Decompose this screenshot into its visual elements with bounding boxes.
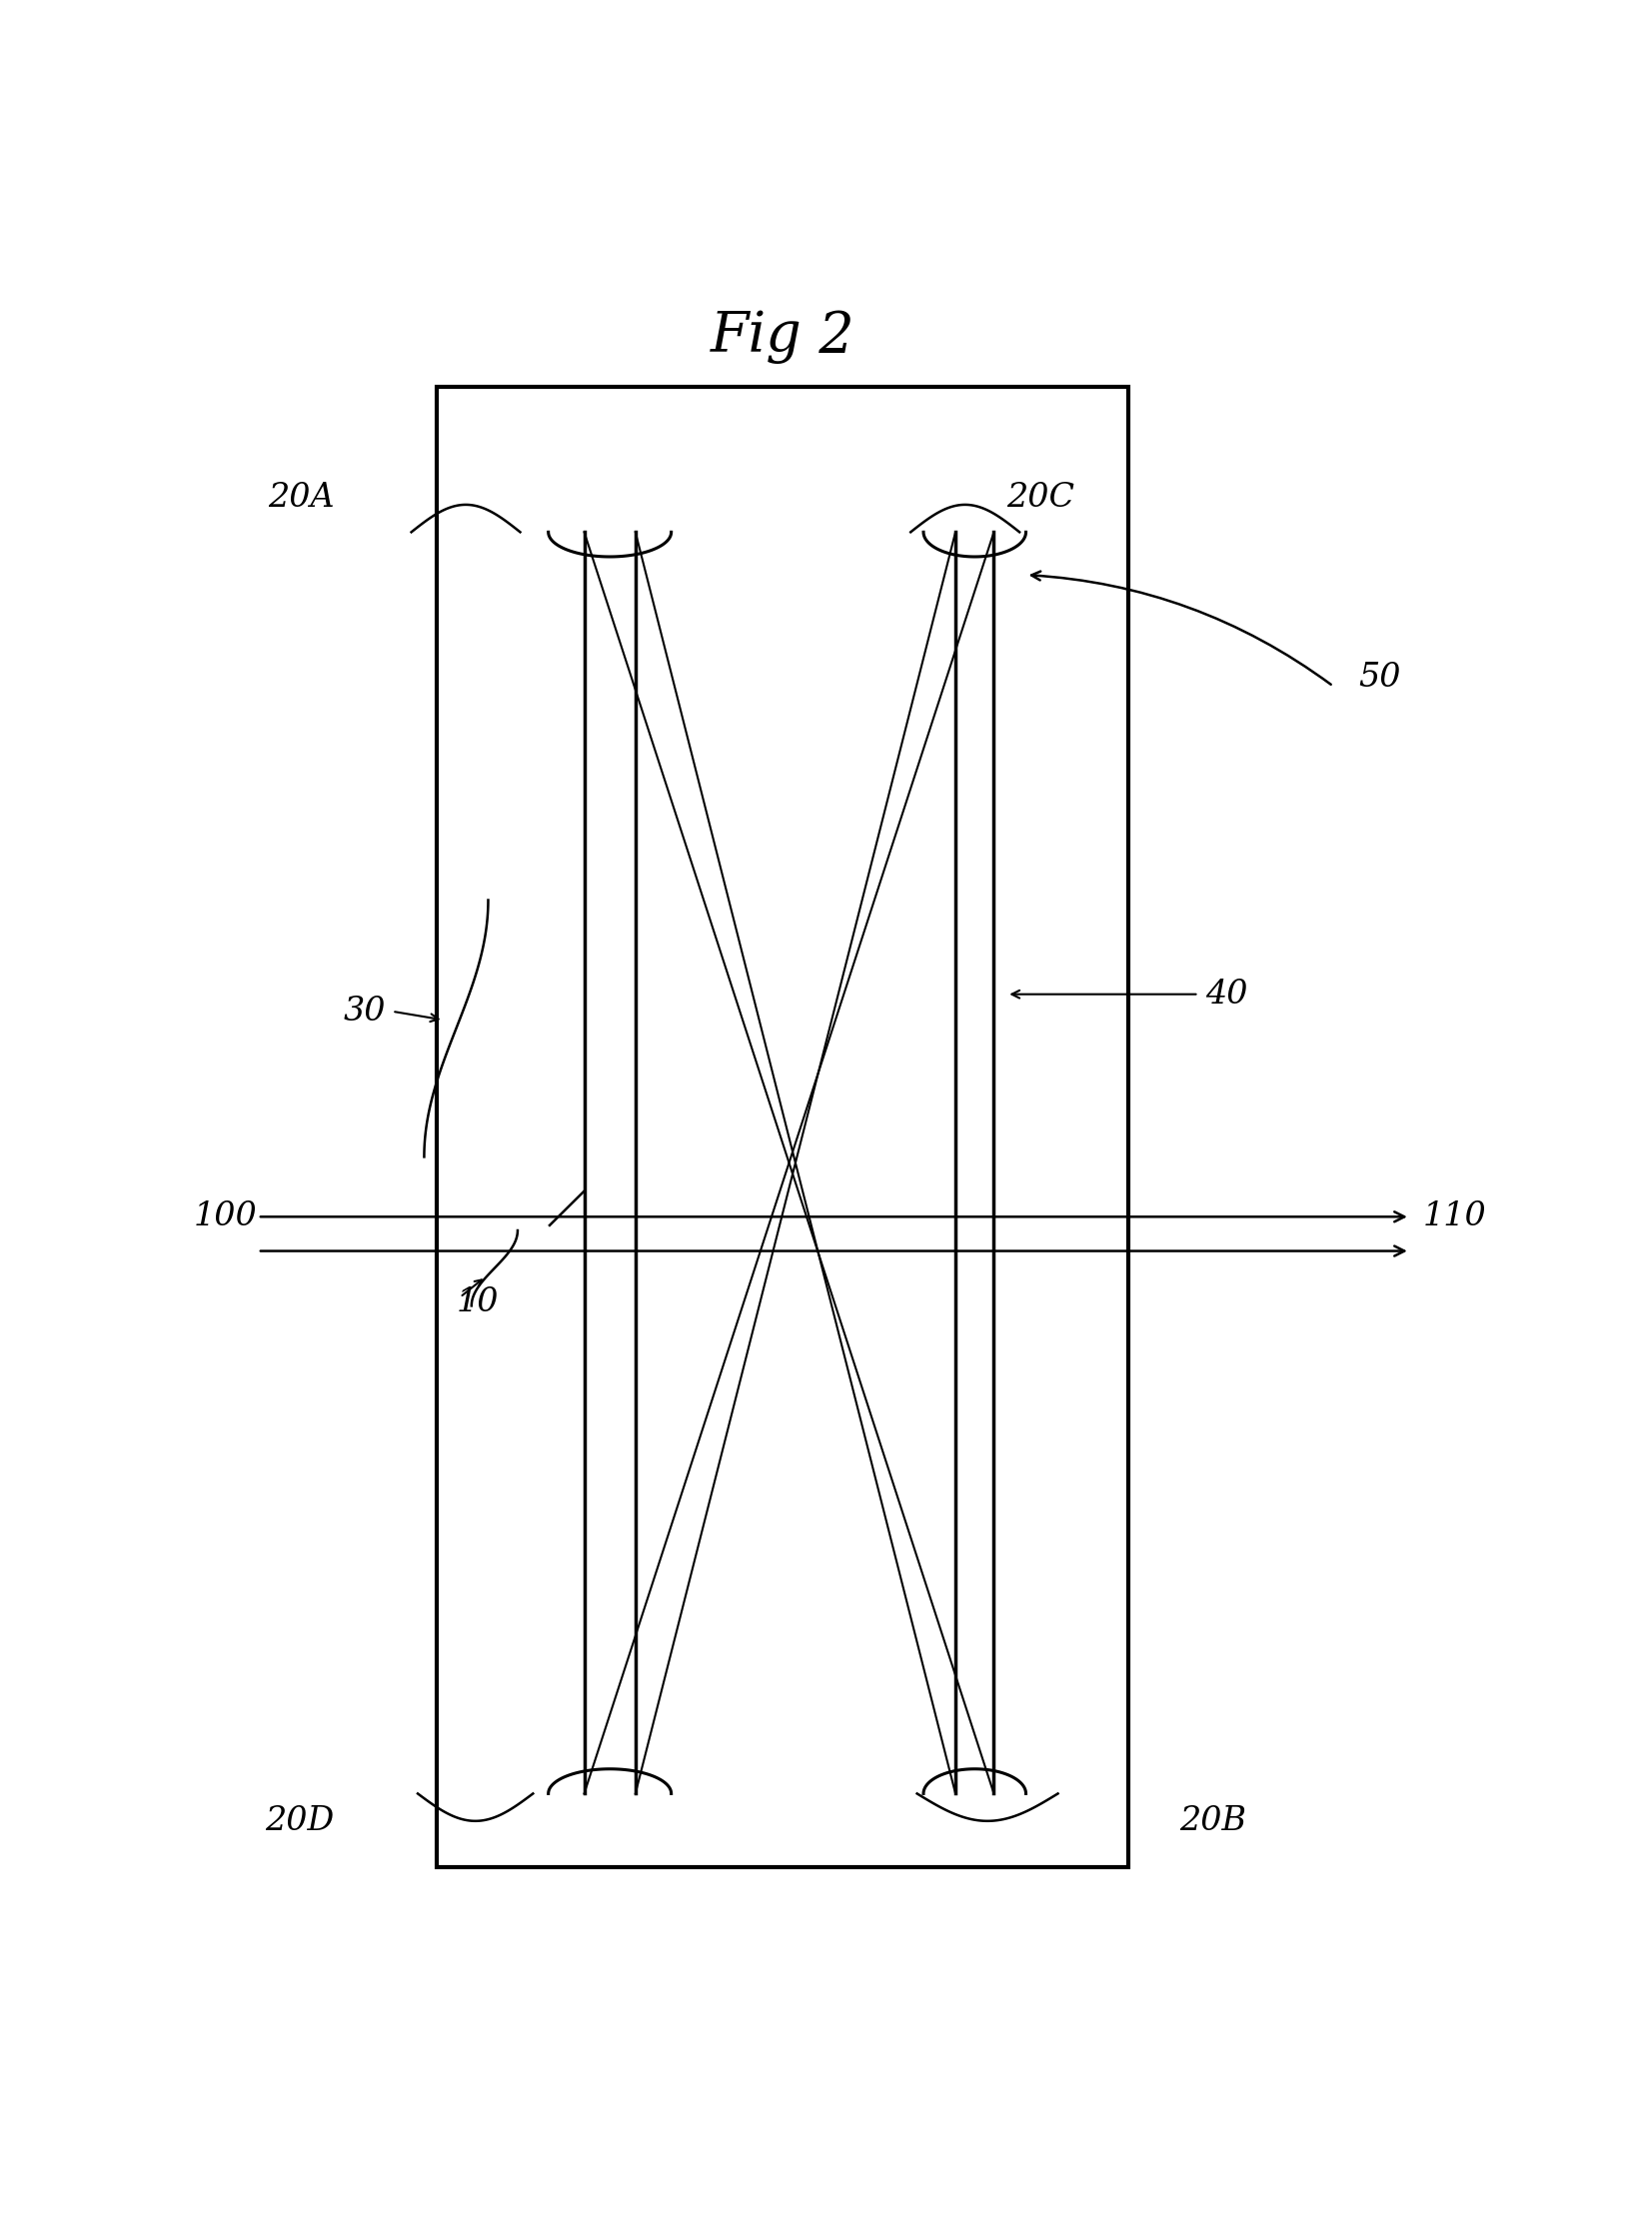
Text: Fig 2: Fig 2 [710,309,854,365]
Bar [436,387,1128,1867]
Text: 20B: 20B [1180,1805,1247,1836]
Text: 30: 30 [344,996,387,1027]
Text: 20C: 20C [1006,482,1075,514]
Text: 20D: 20D [266,1805,334,1836]
Text: 50: 50 [1358,662,1401,694]
Text: 20A: 20A [268,482,334,514]
Text: 40: 40 [1206,978,1247,1009]
Text: 100: 100 [193,1200,258,1234]
Text: 10: 10 [456,1287,499,1318]
Text: 110: 110 [1422,1200,1487,1234]
